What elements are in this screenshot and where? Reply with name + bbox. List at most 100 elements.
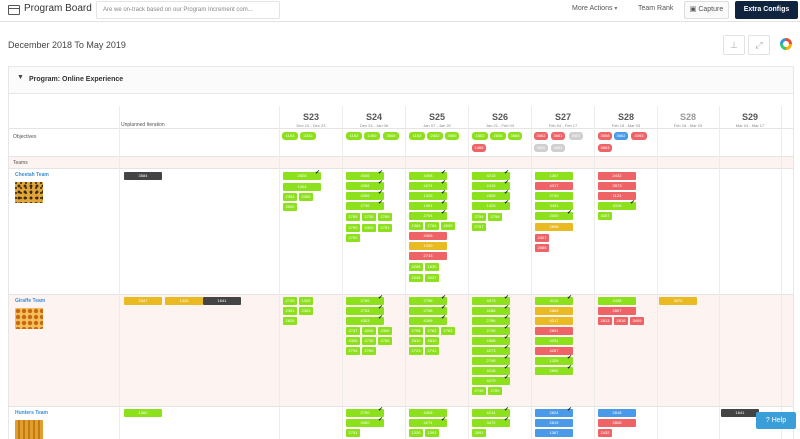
card[interactable]: 4306 bbox=[378, 327, 392, 335]
card[interactable]: 4218 bbox=[472, 172, 510, 180]
objective-badge[interactable]: 3661 bbox=[551, 132, 565, 140]
card[interactable]: 4273 bbox=[472, 347, 510, 355]
card[interactable]: 4317 bbox=[535, 317, 573, 325]
card[interactable]: 4303 bbox=[346, 317, 384, 325]
card[interactable]: 1367 bbox=[535, 172, 573, 180]
card[interactable]: 2786 bbox=[472, 317, 510, 325]
card[interactable]: 2789 bbox=[362, 347, 376, 355]
objective-badge[interactable]: 1662 bbox=[472, 132, 488, 140]
card[interactable]: 2767 bbox=[472, 223, 486, 231]
card[interactable]: 3409 bbox=[630, 317, 644, 325]
card[interactable]: 3573 bbox=[598, 182, 636, 190]
card[interactable]: 1124 bbox=[598, 192, 636, 200]
card[interactable]: 4300 bbox=[362, 224, 376, 232]
extra-configs-button[interactable]: Extra Configs bbox=[735, 1, 798, 19]
card[interactable]: 4306 bbox=[346, 337, 360, 345]
card[interactable]: 4287 bbox=[535, 347, 573, 355]
team-name-cheetah[interactable]: Cheetah Team bbox=[15, 172, 49, 178]
card[interactable]: 4300 bbox=[346, 419, 384, 427]
card[interactable]: 2828 bbox=[283, 172, 321, 180]
card[interactable]: 1304 bbox=[283, 183, 321, 191]
card[interactable]: 2754 bbox=[472, 213, 486, 221]
objective-badge[interactable]: 2832 bbox=[427, 132, 443, 140]
card[interactable]: 4810 bbox=[425, 337, 439, 345]
card[interactable]: 4274 bbox=[409, 182, 447, 190]
card[interactable]: 2048 bbox=[409, 274, 423, 282]
card[interactable]: 2816 bbox=[614, 317, 628, 325]
card[interactable]: 1330 bbox=[409, 242, 447, 250]
card[interactable]: 4306 bbox=[346, 192, 384, 200]
card[interactable]: 2824 bbox=[535, 409, 573, 417]
card[interactable]: 2798 bbox=[409, 327, 423, 335]
card[interactable]: 2415 bbox=[472, 182, 510, 190]
card[interactable]: 4308 bbox=[409, 172, 447, 180]
card[interactable]: 2758 bbox=[409, 307, 447, 315]
card[interactable]: 2789 bbox=[378, 213, 392, 221]
card[interactable]: 1360 bbox=[124, 409, 162, 417]
more-actions-dropdown[interactable]: More Actions ▾ bbox=[572, 5, 617, 12]
expand-icon[interactable]: ⤢ bbox=[748, 35, 770, 55]
card[interactable]: 1326 bbox=[535, 357, 573, 365]
objective-badge[interactable]: 1163 bbox=[409, 132, 425, 140]
card[interactable]: 4306 bbox=[409, 317, 447, 325]
card[interactable]: 1391 bbox=[425, 429, 439, 437]
card[interactable]: 2890 bbox=[535, 367, 573, 375]
card[interactable]: 4308 bbox=[472, 337, 510, 345]
objective-badge[interactable]: 3662 bbox=[614, 132, 628, 140]
card[interactable]: 3560 bbox=[283, 203, 297, 211]
card[interactable]: 2785 bbox=[378, 337, 392, 345]
card[interactable]: 2736 bbox=[346, 202, 384, 210]
card[interactable]: 2810 bbox=[409, 337, 423, 345]
card[interactable]: 2898 bbox=[535, 223, 573, 231]
card[interactable]: 4291 bbox=[535, 337, 573, 345]
card[interactable]: 2891 bbox=[472, 429, 486, 437]
card[interactable]: 2818 bbox=[598, 409, 636, 417]
card[interactable]: 2735 bbox=[362, 213, 376, 221]
card[interactable]: 1630 bbox=[425, 263, 439, 271]
card[interactable]: 4288 bbox=[472, 307, 510, 315]
card[interactable]: 4115 bbox=[535, 297, 573, 305]
objective-badge[interactable]: 3662 bbox=[534, 132, 548, 140]
card[interactable]: 2789 bbox=[488, 387, 502, 395]
card[interactable]: 2813 bbox=[598, 317, 612, 325]
card[interactable]: 2749 bbox=[472, 327, 510, 335]
objective-badge[interactable]: 3658 bbox=[598, 132, 612, 140]
card[interactable]: 2782 bbox=[425, 327, 439, 335]
card[interactable]: 2807 bbox=[598, 307, 636, 315]
card[interactable]: 2749 bbox=[472, 387, 486, 395]
card[interactable]: 4274 bbox=[409, 419, 447, 427]
card[interactable]: 4006 bbox=[346, 172, 384, 180]
card[interactable]: 3451 bbox=[535, 202, 573, 210]
card[interactable]: 2723 bbox=[409, 347, 423, 355]
objective-badge[interactable]: 3663 bbox=[598, 144, 612, 152]
card[interactable]: 4307 bbox=[598, 212, 612, 220]
capture-button[interactable]: ▣ Capture bbox=[684, 1, 729, 19]
card[interactable]: 4308 bbox=[472, 192, 510, 200]
card[interactable]: 2000 bbox=[535, 212, 573, 220]
card[interactable]: 2751 bbox=[378, 224, 392, 232]
card[interactable]: 4308 bbox=[409, 409, 447, 417]
card[interactable]: 4216 bbox=[472, 367, 510, 375]
card[interactable]: 2758 bbox=[488, 213, 502, 221]
card[interactable]: 2751 bbox=[346, 429, 360, 437]
card[interactable]: 1326 bbox=[472, 202, 510, 210]
card[interactable]: 2891 bbox=[535, 327, 573, 335]
card[interactable]: 4317 bbox=[535, 182, 573, 190]
objective-badge[interactable]: 3657 bbox=[569, 132, 583, 140]
card[interactable]: 2749 bbox=[283, 297, 297, 305]
description-field[interactable]: Are we on-track based on our Program Inc… bbox=[96, 1, 280, 19]
card[interactable]: 4306 bbox=[409, 232, 447, 240]
card[interactable]: 2758 bbox=[409, 297, 447, 305]
objective-badge[interactable]: 2332 bbox=[300, 132, 316, 140]
objective-badge[interactable]: 3662 bbox=[551, 144, 565, 152]
objective-badge[interactable]: 3668 bbox=[508, 132, 522, 140]
team-name-giraffe[interactable]: Giraffe Team bbox=[15, 298, 46, 304]
card[interactable]: 2741 bbox=[425, 347, 439, 355]
card[interactable]: 2784 bbox=[425, 222, 439, 230]
card[interactable]: 1641 bbox=[203, 297, 241, 305]
objective-badge[interactable]: 4393 bbox=[631, 132, 647, 140]
objective-badge[interactable]: 3666 bbox=[383, 132, 399, 140]
card[interactable]: 3472 bbox=[472, 419, 510, 427]
card[interactable]: 2736 bbox=[362, 337, 376, 345]
card[interactable]: 2749 bbox=[535, 192, 573, 200]
